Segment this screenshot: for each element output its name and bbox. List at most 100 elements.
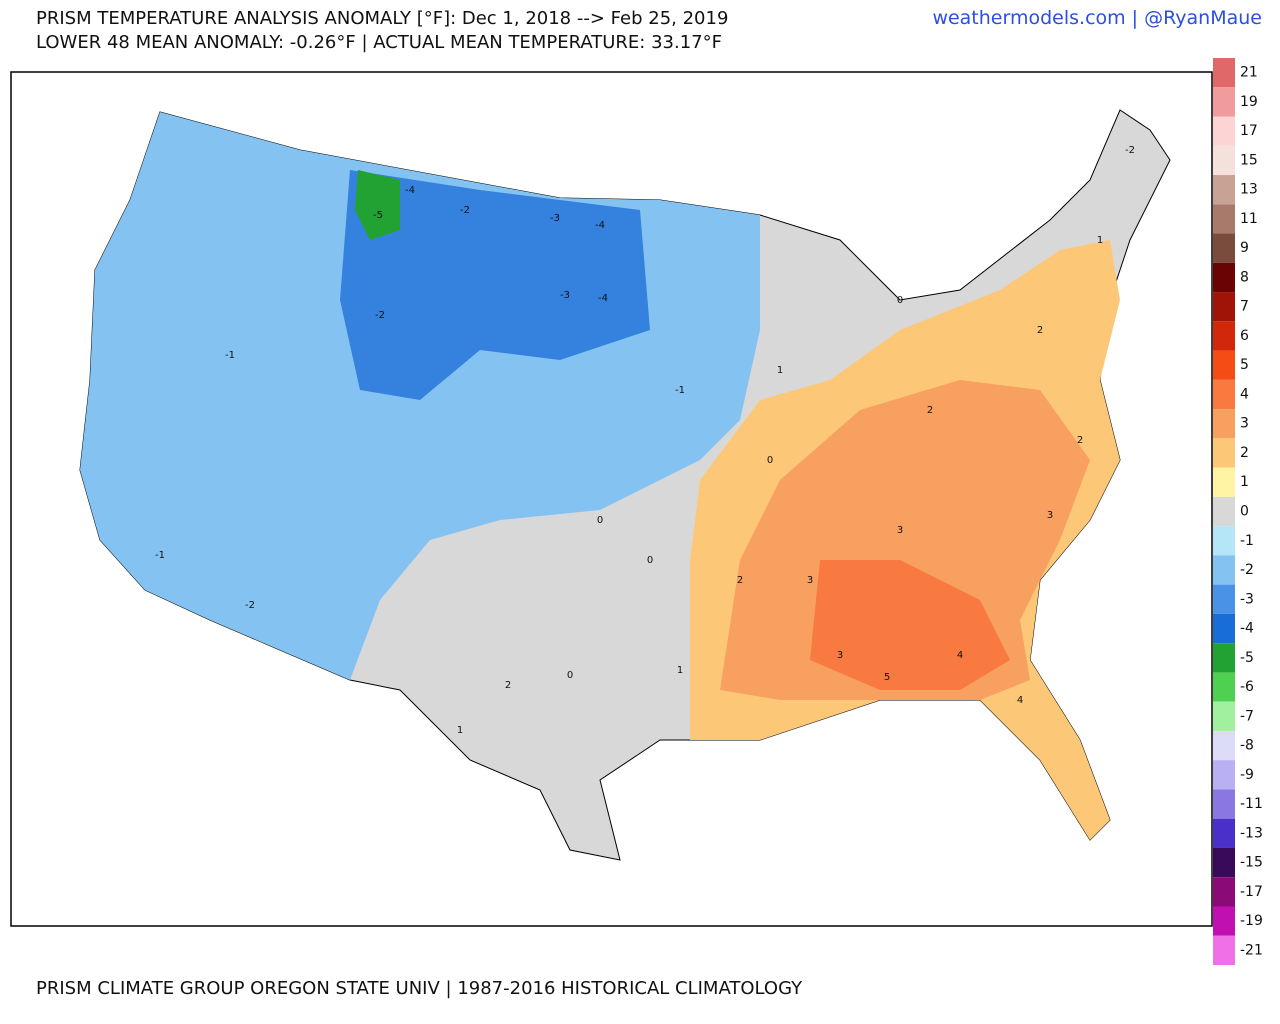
contour-label: -4	[405, 185, 415, 196]
contour-label: -3	[560, 290, 570, 301]
legend-swatch	[1213, 292, 1235, 322]
legend-label: -7	[1240, 708, 1254, 724]
legend-label: -17	[1240, 884, 1263, 900]
footer: PRISM CLIMATE GROUP OREGON STATE UNIV | …	[36, 978, 803, 999]
legend-swatch	[1213, 175, 1235, 205]
legend-label: -13	[1240, 825, 1263, 841]
contour-label: 1	[1097, 235, 1103, 246]
legend-label: -1	[1240, 533, 1254, 549]
legend-label: 4	[1240, 386, 1249, 402]
contour-label: 2	[505, 680, 511, 691]
contour-label: 0	[897, 295, 903, 306]
legend-label: -6	[1240, 679, 1254, 695]
legend-swatch	[1213, 409, 1235, 439]
contour-label: -5	[373, 210, 383, 221]
legend-label: -9	[1240, 767, 1254, 783]
contour-label: -3	[550, 213, 560, 224]
legend-label: -11	[1240, 796, 1263, 812]
contour-label: 2	[737, 575, 743, 586]
legend-label: 9	[1240, 240, 1249, 256]
legend-swatch	[1213, 672, 1235, 702]
legend-swatch	[1213, 701, 1235, 731]
legend-swatch	[1213, 204, 1235, 234]
legend-label: 17	[1240, 123, 1258, 139]
legend-swatch	[1213, 847, 1235, 878]
legend-swatch	[1213, 760, 1235, 790]
legend-label: 1	[1240, 474, 1249, 490]
legend-label: 8	[1240, 269, 1249, 285]
legend-swatch	[1213, 584, 1235, 614]
legend-swatch	[1213, 643, 1235, 673]
legend-swatch	[1213, 906, 1235, 936]
legend-swatch	[1213, 467, 1235, 497]
contour-label: 3	[897, 525, 903, 536]
subtitle: LOWER 48 MEAN ANOMALY: -0.26°F | ACTUAL …	[36, 32, 722, 53]
legend-label: -21	[1240, 942, 1263, 958]
map	[10, 71, 1213, 927]
contour-label: 3	[837, 650, 843, 661]
credit: weathermodels.com | @RyanMaue	[932, 7, 1262, 29]
contour-label: 1	[777, 365, 783, 376]
contour-label: -2	[460, 205, 470, 216]
contour-label: 2	[927, 405, 933, 416]
legend-label: -5	[1240, 650, 1254, 666]
legend-label: 6	[1240, 328, 1249, 344]
legend-label: -8	[1240, 738, 1254, 754]
contour-label: -4	[598, 293, 608, 304]
contour-label: 3	[1047, 510, 1053, 521]
legend-swatch	[1213, 145, 1235, 176]
contour-label: 0	[567, 670, 573, 681]
legend-swatch	[1213, 262, 1235, 293]
contour-label: -1	[675, 385, 685, 396]
contour-label: -1	[225, 350, 235, 361]
region-hotter	[810, 560, 1010, 690]
legend-swatch	[1213, 496, 1235, 527]
legend-label: -19	[1240, 913, 1263, 929]
legend-swatch	[1213, 818, 1235, 848]
legend-label: 2	[1240, 445, 1249, 461]
contour-label: -4	[595, 220, 605, 231]
legend-label: 5	[1240, 357, 1249, 373]
legend-label: 15	[1240, 152, 1258, 168]
legend-swatch	[1213, 438, 1235, 468]
legend-label: 21	[1240, 65, 1258, 81]
legend-label: -2	[1240, 562, 1254, 578]
contour-label: 2	[1037, 325, 1043, 336]
legend-swatch	[1213, 555, 1235, 585]
legend-label: -3	[1240, 591, 1254, 607]
contour-label: -1	[155, 550, 165, 561]
legend-swatch	[1213, 526, 1235, 556]
legend-label: -4	[1240, 621, 1254, 637]
contour-label: 4	[1017, 695, 1023, 706]
contour-label: 3	[807, 575, 813, 586]
legend-swatch	[1213, 233, 1235, 263]
legend-swatch	[1213, 877, 1235, 907]
legend-label: 7	[1240, 299, 1249, 315]
legend-swatch	[1213, 116, 1235, 146]
region-green	[355, 170, 400, 240]
legend-swatch	[1213, 58, 1235, 88]
title: PRISM TEMPERATURE ANALYSIS ANOMALY [°F]:…	[36, 8, 728, 29]
contour-label: -2	[1125, 145, 1135, 156]
contour-label: 0	[767, 455, 773, 466]
legend-swatch	[1213, 789, 1235, 819]
legend-swatch	[1213, 321, 1235, 351]
legend-swatch	[1213, 379, 1235, 410]
legend-label: 0	[1240, 504, 1249, 520]
contour-label: 0	[597, 515, 603, 526]
legend-label: 13	[1240, 182, 1258, 198]
region-very-cold	[340, 170, 650, 400]
legend-swatch	[1213, 935, 1235, 965]
contour-label: -2	[375, 310, 385, 321]
contour-label: 0	[647, 555, 653, 566]
legend-swatch	[1213, 613, 1235, 644]
legend-label: 11	[1240, 211, 1258, 227]
legend-swatch	[1213, 730, 1235, 761]
legend-swatch	[1213, 87, 1235, 117]
contour-label: 4	[957, 650, 963, 661]
contour-label: 1	[677, 665, 683, 676]
legend-swatch	[1213, 350, 1235, 380]
contour-label: 1	[457, 725, 463, 736]
region-hot	[720, 380, 1090, 700]
